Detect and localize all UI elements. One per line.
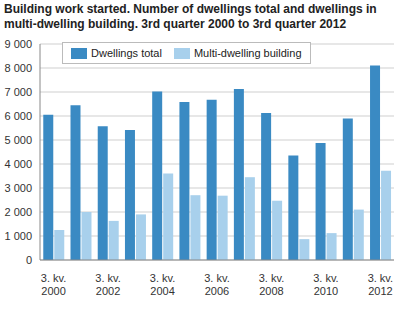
svg-text:3. kv.2004: 3. kv.2004 [150,272,175,297]
svg-text:5 000: 5 000 [8,134,32,146]
html-text:Multi-dwelling building: Multi-dwelling building [193,47,302,59]
svg-text:3 000: 3 000 [8,182,32,194]
svg-text:0: 0 [26,254,32,266]
svg-text:3. kv.2002: 3. kv.2002 [95,272,120,297]
html-text:Building work started. Number: Building work started. Number of dwellin… [4,2,377,31]
svg-text:3. kv.2000: 3. kv.2000 [41,272,66,297]
svg-text:3. kv.2010: 3. kv.2010 [313,272,338,297]
html-text:Dwellings total: Dwellings total [91,47,162,59]
svg-text:8 000: 8 000 [8,62,32,74]
svg-text:6 000: 6 000 [8,110,32,122]
svg-text:7 000: 7 000 [8,86,32,98]
svg-text:2 000: 2 000 [8,206,32,218]
svg-text:1 000: 1 000 [8,230,32,242]
svg-text:3. kv.2008: 3. kv.2008 [259,272,284,297]
svg-text:3. kv.2012: 3. kv.2012 [368,272,392,297]
svg-text:9 000: 9 000 [8,38,32,50]
svg-text:4 000: 4 000 [8,158,32,170]
svg-text:3. kv.2006: 3. kv.2006 [204,272,229,297]
